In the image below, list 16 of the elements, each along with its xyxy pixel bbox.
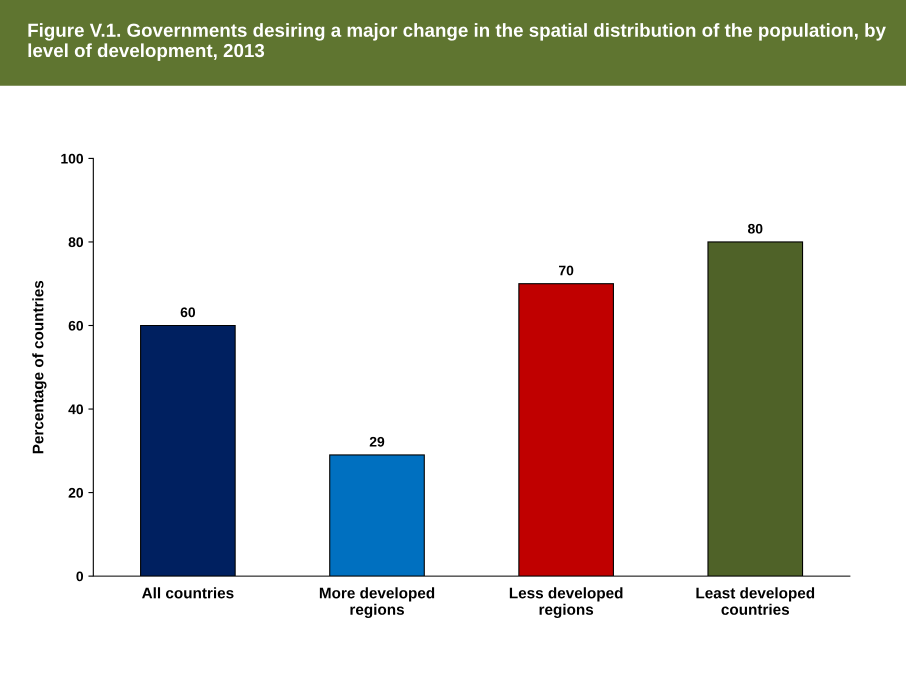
y-axis-title: Percentage of countries — [32, 280, 47, 454]
y-tick-label: 60 — [68, 320, 84, 331]
x-tick-label: All countries — [142, 587, 234, 598]
y-tick-label: 20 — [68, 488, 84, 498]
y-tick-label: 100 — [61, 154, 84, 164]
x-tick-label: Least developed countries — [696, 587, 814, 615]
y-tick-label: 80 — [68, 237, 84, 248]
data-label: 60 — [180, 307, 196, 318]
x-tick-label: Less developed regions — [510, 587, 622, 618]
y-tick-label: 0 — [76, 571, 84, 582]
x-tick-label: More developed regions — [320, 587, 434, 618]
chart-title: Figure V.1. Governments desiring a major change in the spatial distribution of the population, by level of development, 2013 — [28, 23, 886, 61]
data-label: 80 — [748, 224, 762, 234]
data-label: 70 — [559, 266, 574, 276]
y-tick-label: 40 — [68, 404, 84, 414]
data-label: 29 — [370, 436, 384, 447]
